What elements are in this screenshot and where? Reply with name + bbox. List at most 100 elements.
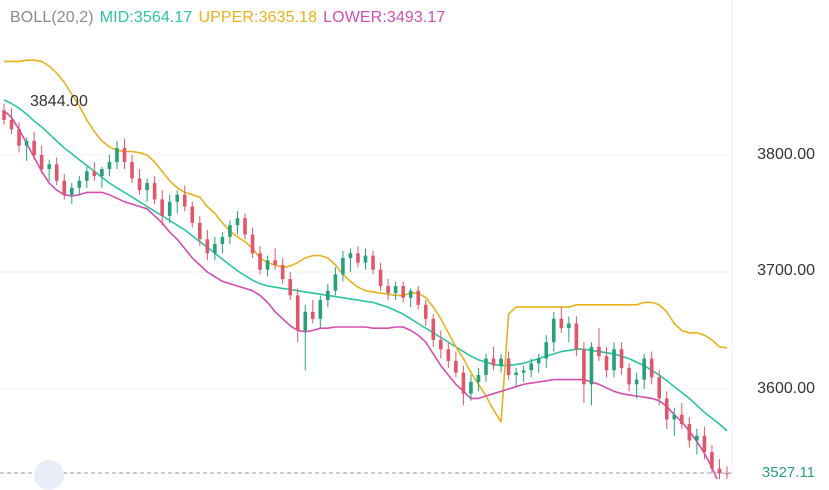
candle-body bbox=[341, 257, 345, 275]
candle-body bbox=[461, 372, 466, 394]
candle-body bbox=[521, 370, 526, 373]
candle-body bbox=[115, 147, 119, 163]
candle bbox=[167, 194, 172, 223]
candle-body bbox=[122, 147, 127, 163]
candle bbox=[657, 370, 662, 406]
candle bbox=[326, 283, 330, 308]
candle-body bbox=[642, 358, 646, 380]
candle-body bbox=[348, 253, 353, 258]
upper-value: UPPER:3635.18 bbox=[198, 9, 318, 26]
candle-body bbox=[2, 110, 6, 120]
candle bbox=[288, 272, 292, 301]
candle-body bbox=[401, 286, 405, 298]
candle bbox=[536, 353, 541, 373]
candle bbox=[310, 300, 315, 324]
price-label-3700: 3700.00 bbox=[757, 262, 815, 279]
candle bbox=[551, 311, 556, 352]
candle-body bbox=[182, 194, 187, 207]
candle-body bbox=[145, 183, 149, 191]
candle-body bbox=[491, 358, 496, 366]
price-label-3600: 3600.00 bbox=[757, 380, 815, 397]
scroll-nav-button[interactable] bbox=[34, 460, 64, 490]
candle bbox=[47, 159, 51, 181]
candle bbox=[393, 281, 398, 301]
candle bbox=[401, 281, 405, 303]
candle bbox=[378, 262, 383, 291]
candle bbox=[529, 358, 533, 378]
candle bbox=[115, 140, 119, 170]
candle-body bbox=[672, 414, 677, 420]
candle-body bbox=[69, 187, 74, 195]
candle bbox=[408, 288, 413, 308]
candle-body bbox=[454, 360, 458, 373]
candle bbox=[295, 288, 300, 343]
candle-body bbox=[506, 358, 511, 375]
candle bbox=[220, 232, 225, 254]
candle-body bbox=[32, 140, 36, 155]
candle bbox=[341, 250, 345, 282]
candle bbox=[32, 131, 36, 160]
upper-band-line bbox=[4, 59, 728, 423]
candle bbox=[250, 227, 255, 258]
candle bbox=[273, 248, 277, 270]
candle bbox=[348, 248, 353, 272]
candle-body bbox=[649, 358, 654, 378]
candle-body bbox=[100, 169, 104, 177]
candle bbox=[469, 374, 473, 401]
mid-value: MID:3564.17 bbox=[99, 9, 193, 26]
candle-body bbox=[408, 290, 413, 298]
candle bbox=[416, 286, 421, 310]
candle-body bbox=[695, 435, 699, 441]
candle bbox=[85, 166, 89, 188]
candle-body bbox=[612, 349, 616, 371]
candle bbox=[499, 353, 503, 373]
candle bbox=[431, 314, 436, 347]
candle bbox=[439, 330, 443, 359]
candle-body bbox=[416, 290, 421, 305]
candle-body bbox=[39, 155, 44, 170]
candle-body bbox=[190, 206, 195, 223]
candle bbox=[612, 342, 616, 378]
candle bbox=[318, 295, 323, 329]
candle-body bbox=[484, 358, 488, 375]
price-label-3800: 3800.00 bbox=[757, 146, 815, 163]
lower-band-line bbox=[3, 109, 718, 479]
candle-body bbox=[160, 199, 164, 216]
candle-body bbox=[235, 218, 240, 226]
candle-body bbox=[469, 381, 473, 394]
candle bbox=[228, 220, 232, 244]
candle-body bbox=[657, 377, 662, 399]
candle bbox=[258, 246, 262, 275]
candle bbox=[649, 351, 654, 385]
candle-body bbox=[710, 452, 714, 469]
candle-body bbox=[92, 171, 97, 177]
candle bbox=[710, 445, 714, 474]
candle-body bbox=[476, 374, 481, 382]
candle bbox=[190, 201, 195, 228]
candle-body bbox=[725, 473, 729, 475]
candle-body bbox=[54, 164, 59, 181]
candle-body bbox=[363, 255, 368, 263]
candle bbox=[619, 342, 624, 375]
candle bbox=[627, 363, 631, 392]
candle-body bbox=[265, 260, 270, 270]
candle bbox=[476, 367, 481, 392]
candle bbox=[175, 190, 180, 214]
candle-body bbox=[386, 286, 390, 294]
candle bbox=[461, 365, 466, 406]
candle bbox=[160, 190, 164, 226]
candle-body bbox=[167, 201, 172, 216]
candle bbox=[574, 316, 579, 357]
candle bbox=[356, 246, 360, 268]
candle-body bbox=[152, 183, 157, 200]
candle-body bbox=[137, 178, 142, 191]
candle-body bbox=[9, 119, 14, 130]
candle-body bbox=[393, 286, 398, 294]
candle bbox=[717, 459, 722, 479]
candle-body bbox=[582, 349, 586, 385]
candle bbox=[634, 372, 639, 399]
candle bbox=[521, 365, 526, 382]
candle-body bbox=[559, 318, 564, 329]
candle-body bbox=[288, 279, 292, 296]
candle bbox=[514, 367, 518, 387]
